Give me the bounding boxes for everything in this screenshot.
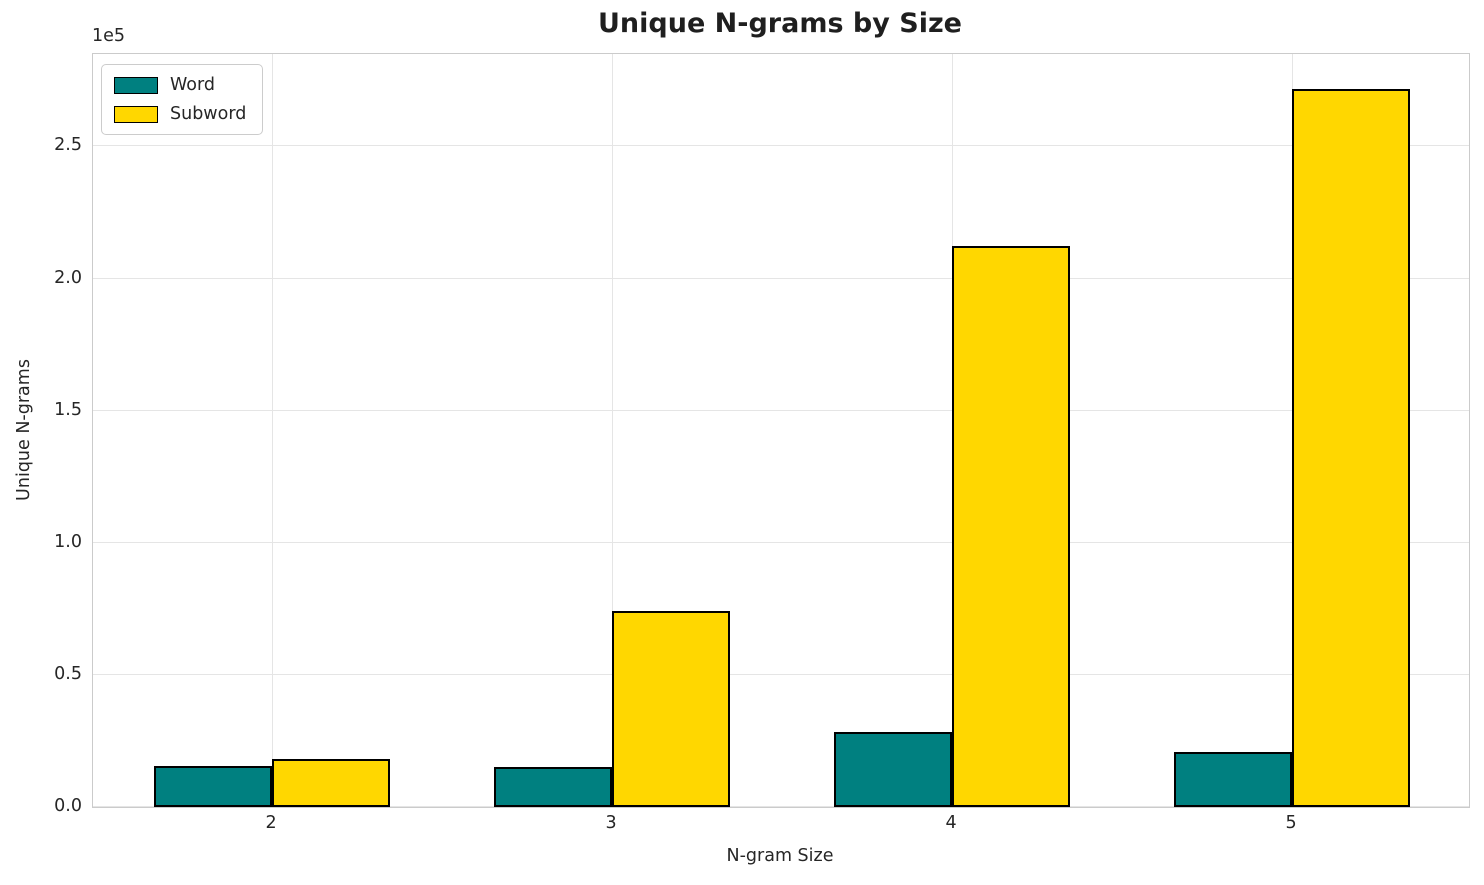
gridline-horizontal — [93, 145, 1469, 147]
y-tick-label: 2.5 — [54, 135, 82, 156]
gridline-horizontal — [93, 541, 1469, 543]
x-tick-label: 4 — [945, 813, 957, 833]
y-axis-ticks: 0.0 0.5 1.0 1.5 2.0 2.5 — [0, 53, 82, 816]
gridline-vertical — [612, 54, 614, 807]
x-tick-label: 5 — [1285, 813, 1297, 833]
legend-item-subword: Subword — [114, 104, 246, 124]
x-axis-ticks: 2 3 4 5 — [92, 813, 1468, 841]
gridline-horizontal — [93, 673, 1469, 675]
x-tick-label: 2 — [265, 813, 277, 833]
gridline-horizontal — [93, 409, 1469, 411]
y-tick-label: 0.0 — [54, 796, 82, 816]
bar-subword-ngram-5 — [1292, 89, 1411, 807]
bar-word-ngram-2 — [153, 766, 272, 807]
legend-item-word: Word — [114, 75, 246, 95]
bar-subword-ngram-2 — [272, 759, 391, 807]
gridline-horizontal — [93, 806, 1469, 807]
legend-swatch-word — [114, 76, 158, 94]
y-tick-label: 2.0 — [54, 267, 82, 288]
bar-subword-ngram-4 — [952, 246, 1071, 807]
y-axis-offset-label: 1e5 — [92, 26, 126, 46]
bar-subword-ngram-3 — [612, 611, 731, 807]
gridline-vertical — [272, 54, 274, 807]
x-axis-label: N-gram Size — [726, 846, 834, 866]
plot-area: Word Subword — [92, 53, 1470, 808]
bar-word-ngram-5 — [1173, 752, 1293, 807]
y-tick-label: 0.5 — [54, 663, 82, 684]
y-tick-label: 1.5 — [54, 399, 82, 420]
legend-label-word: Word — [170, 75, 215, 95]
legend-label-subword: Subword — [170, 104, 247, 124]
bar-word-ngram-3 — [493, 767, 613, 807]
x-tick-label: 3 — [605, 813, 617, 833]
chart-title: Unique N-grams by Size — [598, 8, 962, 39]
gridline-horizontal — [93, 277, 1469, 279]
bar-word-ngram-4 — [833, 731, 953, 807]
y-tick-label: 1.0 — [54, 531, 82, 552]
legend: Word Subword — [101, 64, 264, 135]
legend-swatch-subword — [114, 105, 158, 123]
